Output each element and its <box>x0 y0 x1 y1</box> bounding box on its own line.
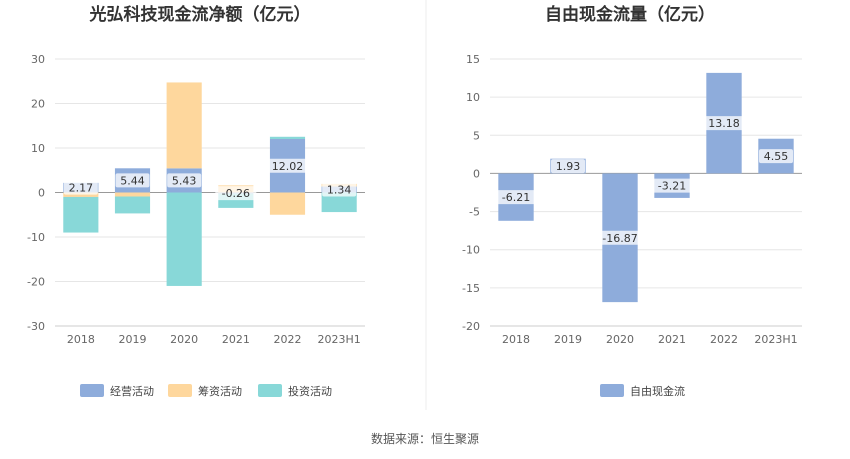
y-tick-label: 5 <box>473 129 480 142</box>
data-label-bg <box>596 230 644 245</box>
free-cash-flow-chart: 15 10 5 0 -5 -10 -15 -20 2018 -6.21 2019 1.93 2020 -1… <box>462 53 802 398</box>
cash-flow-chart: 30 20 10 0 -10 -20 -30 2018 2.17 2019 5.44 2020 5.43… <box>27 53 365 398</box>
legend-label: 经营活动 <box>110 384 154 398</box>
data-label: 12.02 <box>272 160 304 173</box>
y-tick-label: 15 <box>466 53 480 66</box>
x-tick-label: 2023H1 <box>754 333 797 346</box>
data-label: 5.44 <box>120 174 145 187</box>
data-label-bg <box>551 159 585 174</box>
bar <box>63 196 99 233</box>
bar <box>114 196 151 214</box>
x-tick-label: 2020 <box>606 333 634 346</box>
y-tick-label: -10 <box>27 231 45 244</box>
data-label: 1.34 <box>327 184 352 197</box>
legend-swatch <box>80 384 104 397</box>
bar <box>321 192 357 213</box>
data-source: 数据来源：恒生聚源 <box>371 431 479 446</box>
y-tick-label: 0 <box>473 167 480 180</box>
x-tick-label: 2021 <box>222 333 250 346</box>
legend-swatch <box>600 384 624 397</box>
x-tick-label: 2023H1 <box>318 333 361 346</box>
data-label: 1.93 <box>556 160 581 173</box>
y-tick-label: -20 <box>462 320 480 333</box>
data-label: -16.87 <box>602 232 637 245</box>
bar <box>114 192 151 197</box>
data-label: 13.18 <box>708 117 740 130</box>
data-label-bg <box>267 158 308 173</box>
legend-label: 自由现金流 <box>630 384 685 398</box>
chart1-title: 光弘科技现金流净额（亿元） <box>89 4 311 25</box>
x-tick-label: 2018 <box>502 333 530 346</box>
x-tick-label: 2020 <box>170 333 198 346</box>
data-label-bg <box>167 173 202 188</box>
data-label-bg <box>63 180 98 195</box>
y-tick-label: 0 <box>38 187 45 200</box>
x-tick-label: 2019 <box>119 333 147 346</box>
data-label-bg <box>322 182 357 197</box>
data-label-bg <box>703 116 745 131</box>
y-tick-label: -15 <box>462 282 480 295</box>
bar <box>269 192 306 215</box>
legend-label: 投资活动 <box>288 384 332 398</box>
bar <box>269 136 306 140</box>
y-tick-label: 20 <box>31 98 45 111</box>
bar <box>63 192 99 197</box>
data-label: 2.17 <box>69 182 94 195</box>
y-tick-label: -10 <box>462 244 480 257</box>
bar <box>166 82 202 169</box>
x-tick-label: 2021 <box>658 333 686 346</box>
x-tick-label: 2022 <box>710 333 738 346</box>
data-label-bg <box>495 190 537 205</box>
data-label: 4.55 <box>764 150 789 163</box>
data-label-bg <box>651 178 693 193</box>
data-label: -3.21 <box>658 180 686 193</box>
data-label-bg <box>759 149 793 164</box>
legend-swatch <box>258 384 282 397</box>
legend-swatch <box>168 384 192 397</box>
y-tick-label: 10 <box>31 142 45 155</box>
y-tick-label: -20 <box>27 276 45 289</box>
y-tick-label: -30 <box>27 320 45 333</box>
data-label-bg <box>115 173 150 188</box>
x-tick-label: 2022 <box>274 333 302 346</box>
data-label: -0.26 <box>222 187 250 200</box>
y-tick-label: 30 <box>31 53 45 66</box>
bar <box>166 192 202 286</box>
y-tick-label: -5 <box>469 206 480 219</box>
x-tick-label: 2019 <box>554 333 582 346</box>
data-label-bg <box>215 186 257 201</box>
y-tick-label: 10 <box>466 91 480 104</box>
legend-label: 筹资活动 <box>198 384 242 398</box>
chart2-title: 自由现金流量（亿元） <box>545 4 715 25</box>
data-label: -6.21 <box>502 191 530 204</box>
data-label: 5.43 <box>172 174 197 187</box>
x-tick-label: 2018 <box>67 333 95 346</box>
